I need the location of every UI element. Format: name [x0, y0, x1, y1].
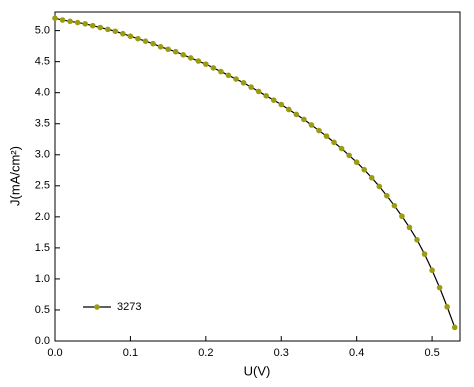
data-point	[97, 24, 104, 31]
data-point	[293, 111, 300, 118]
data-point	[157, 43, 164, 50]
data-point	[255, 88, 262, 95]
data-point	[263, 93, 269, 99]
data-point	[135, 35, 141, 42]
data-point	[218, 68, 224, 75]
y-tick-label: 5.0	[35, 25, 50, 37]
data-point	[278, 101, 285, 108]
y-tick-label: 4.5	[35, 56, 50, 68]
data-point	[120, 30, 126, 37]
data-point	[233, 76, 239, 82]
y-tick-label: 3.5	[35, 118, 50, 130]
y-tick-label: 4.0	[35, 87, 50, 99]
data-point	[89, 22, 96, 29]
data-point	[399, 213, 405, 220]
data-point	[406, 224, 413, 231]
data-point	[203, 61, 209, 67]
data-point	[225, 72, 232, 79]
y-tick-label: 1.0	[35, 273, 50, 285]
plot-frame	[54, 11, 461, 342]
data-point	[346, 152, 352, 159]
data-point	[172, 48, 179, 55]
legend-marker	[94, 304, 100, 310]
data-line	[54, 17, 456, 328]
y-axis-label: J(mA/cm²)	[7, 146, 22, 206]
data-point	[165, 46, 171, 53]
data-point	[240, 79, 247, 86]
x-tick-label: 0.2	[198, 347, 213, 359]
data-point	[210, 65, 217, 71]
data-point	[323, 133, 330, 139]
data-point	[391, 202, 398, 209]
data-point	[248, 84, 254, 90]
x-tick-label: 0.5	[424, 347, 439, 359]
data-point	[331, 139, 337, 146]
y-tick-label: 0.5	[35, 304, 50, 316]
y-tick-label: 1.5	[35, 242, 50, 254]
data-point	[444, 304, 450, 310]
data-point	[353, 159, 360, 166]
x-tick-label: 0.1	[123, 347, 138, 359]
data-point	[316, 127, 322, 134]
data-point	[67, 18, 73, 25]
data-point	[376, 183, 383, 190]
data-point	[142, 38, 149, 44]
data-point	[127, 33, 134, 40]
y-tick-label: 3.0	[35, 149, 50, 161]
data-point	[180, 52, 187, 58]
data-point	[187, 55, 194, 61]
x-tick-label: 0.3	[274, 347, 289, 359]
data-point	[451, 324, 458, 331]
data-point	[195, 58, 202, 64]
data-point	[104, 26, 111, 33]
data-point	[368, 174, 375, 181]
data-point	[436, 284, 443, 291]
data-point	[74, 19, 81, 26]
y-tick-label: 2.0	[35, 211, 50, 223]
data-point	[285, 106, 292, 113]
data-point	[301, 116, 307, 123]
data-point	[82, 20, 88, 27]
data-point	[270, 97, 277, 103]
data-point	[414, 237, 420, 243]
y-tick-label: 0.0	[35, 335, 50, 347]
y-tick-label: 2.5	[35, 180, 50, 192]
data-point	[361, 166, 368, 173]
data-point	[338, 145, 345, 152]
x-tick-label: 0.0	[47, 347, 62, 359]
legend-label: 3273	[117, 301, 141, 313]
data-point	[429, 267, 435, 274]
data-point	[112, 28, 119, 35]
data-point	[421, 251, 428, 257]
data-point	[308, 122, 315, 128]
data-point	[384, 192, 390, 199]
data-point	[52, 15, 58, 22]
x-tick-label: 0.4	[349, 347, 364, 359]
data-point	[59, 17, 66, 23]
data-point	[150, 40, 156, 47]
x-axis-label: U(V)	[244, 363, 271, 378]
